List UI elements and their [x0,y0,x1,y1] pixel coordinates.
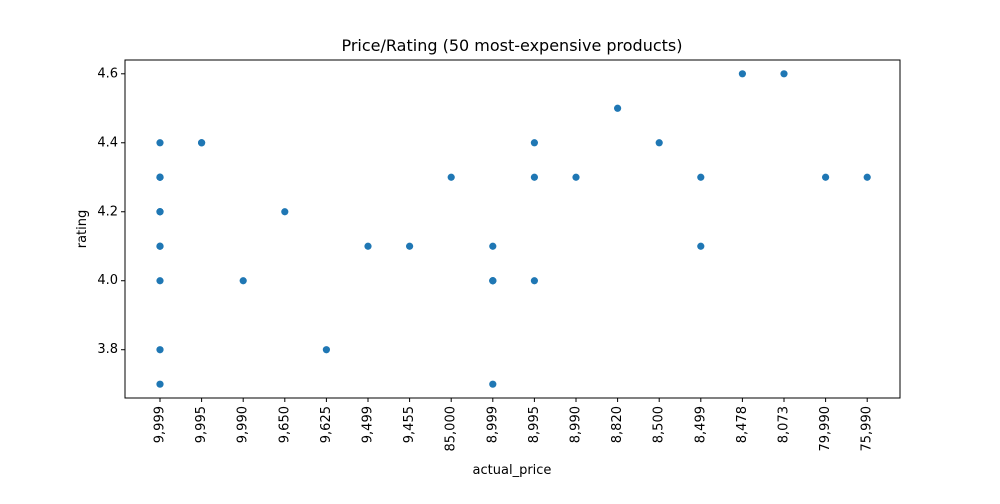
x-tick-label: 9,455 [402,406,417,443]
data-point [489,380,497,388]
data-point [156,139,164,147]
y-tick-label: 4.0 [97,273,118,288]
x-tick-label: 8,820 [610,406,625,443]
y-axis: 3.8 4.0 4.2 4.4 4.6 [97,66,125,357]
x-axis: 9,999 9,995 9,990 9,650 9,625 9,499 9,455 85,00… [153,398,875,452]
x-tick-label: 9,995 [194,406,209,443]
data-point [697,242,705,250]
y-axis-label: rating [75,210,90,249]
data-point [530,277,539,285]
x-tick-label: 8,073 [777,406,792,443]
data-point [572,173,580,181]
data-point [489,277,497,285]
data-point [364,242,372,250]
x-tick-label: 9,625 [319,406,334,443]
data-point [614,104,622,112]
x-tick-label: 85,000 [444,406,459,452]
data-point [322,346,330,354]
data-point [863,173,871,181]
x-tick-label: 9,499 [361,406,376,443]
data-point [530,173,539,181]
data-point [780,70,788,78]
chart-title: Price/Rating (50 most-expensive products… [341,36,682,55]
data-point [156,380,164,388]
plot-frame [124,59,901,399]
x-tick-label: 9,650 [277,406,292,443]
data-point [281,208,289,216]
data-point [697,173,705,181]
x-tick-label: 8,478 [735,406,750,443]
data-point [822,173,830,181]
data-point [530,139,539,147]
data-point [156,173,164,181]
data-point [156,277,164,285]
x-tick-label: 8,990 [569,406,584,443]
data-point [156,346,164,354]
data-point [489,242,497,250]
x-tick-label: 75,990 [860,406,875,452]
data-point [406,242,414,250]
x-tick-label: 8,499 [693,406,708,443]
x-tick-label: 8,999 [485,406,500,443]
x-tick-label: 8,995 [527,406,542,443]
y-tick-label: 3.8 [97,342,118,357]
data-point [156,208,164,216]
x-tick-label: 79,990 [818,406,833,452]
data-points [156,70,871,388]
data-point [447,173,455,181]
x-tick-label: 9,999 [153,406,168,443]
x-tick-label: 8,500 [652,406,667,443]
data-point [198,139,206,147]
data-point [239,277,247,285]
data-point [655,139,663,147]
data-point [738,70,747,78]
y-tick-label: 4.2 [97,204,118,219]
y-tick-label: 4.6 [97,66,118,81]
y-tick-label: 4.4 [97,135,118,150]
x-axis-label: actual_price [473,463,552,478]
x-tick-label: 9,990 [236,406,251,443]
data-point [156,242,164,250]
